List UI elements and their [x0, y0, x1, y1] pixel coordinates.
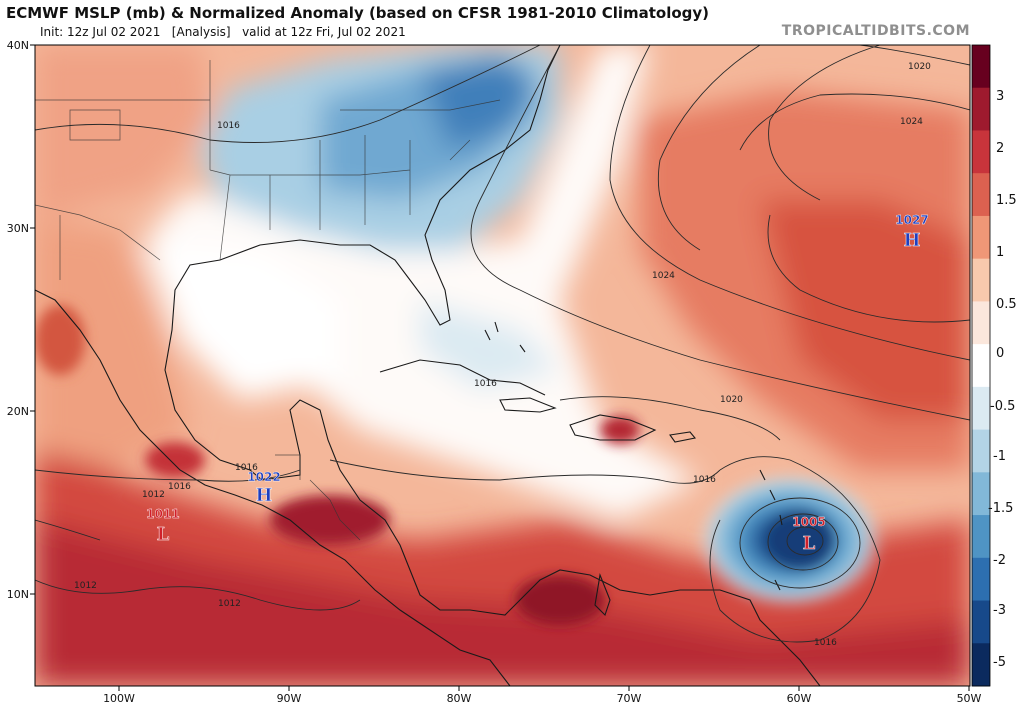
colorbar-segment: [972, 87, 990, 131]
colorbar-tick-labels: 3 2 1.5 1 0.5 0 -0.5 -1 -1.5 -2 -3 -5: [988, 89, 1017, 670]
isobar-label: 1024: [900, 117, 923, 127]
isobar-label: 1012: [218, 599, 241, 609]
colorbar-segment: [972, 557, 990, 602]
colorbar-segment: [972, 643, 990, 687]
lat-tick-label: 30N: [7, 222, 29, 235]
colorbar-tick-label: -3: [993, 603, 1006, 618]
init-time: Init: 12z Jul 02 2021: [40, 25, 161, 39]
colorbar-segment: [972, 344, 990, 388]
valid-time: valid at 12z Fri, Jul 02 2021: [242, 25, 406, 39]
isobar-label: 1012: [142, 490, 165, 500]
coastlines: [35, 45, 821, 686]
isobar-label: 1012: [74, 581, 97, 591]
map-subtitle: Init: 12z Jul 02 2021 [Analysis] valid a…: [40, 25, 406, 39]
lon-tick-label: 80W: [447, 692, 472, 705]
colorbar-segment: [972, 515, 990, 559]
colorbar-segment: [972, 130, 990, 174]
isobar-label: 1024: [652, 271, 675, 281]
colorbar-tick-label: 3: [996, 89, 1004, 104]
lon-tick-label: 100W: [103, 692, 135, 705]
colorbar-tick-label: 2: [996, 141, 1004, 156]
lat-tick-label: 10N: [7, 588, 29, 601]
map-title: ECMWF MSLP (mb) & Normalized Anomaly (ba…: [6, 4, 710, 22]
analysis-tag: [Analysis]: [171, 25, 231, 39]
colorbar-segment: [972, 429, 990, 473]
colorbar-segment: [972, 600, 990, 644]
isobar-label: 1016: [693, 475, 716, 485]
colorbar-tick-label: -2: [993, 553, 1006, 568]
colorbar-tick-label: 0: [996, 346, 1004, 361]
colorbar-segment: [972, 258, 990, 302]
colorbar-tick-label: 0.5: [996, 297, 1017, 312]
isobar-label: 1016: [217, 121, 240, 131]
isobar-label: 1016: [235, 463, 258, 473]
lon-tick-label: 70W: [617, 692, 642, 705]
anomaly-field: [35, 45, 970, 686]
low-center-value: 1011: [146, 507, 179, 521]
isobar-label: 1016: [168, 482, 191, 492]
isobar-labels: 1020 1024 1016 1024 1016 1020 1016 1016 …: [74, 62, 931, 648]
colorbar-tick-label: -1.5: [988, 501, 1013, 516]
colorbar-segment: [972, 301, 990, 345]
isobar-label: 1016: [814, 638, 837, 648]
axis-ticks: [30, 44, 970, 691]
plot-frame: [34, 44, 971, 687]
pressure-centers: 1027 H 1022 H 1011 L 1005 L: [146, 213, 929, 554]
isobar-label: 1020: [908, 62, 931, 72]
colorbar-segment: [972, 173, 990, 217]
lat-tick-labels: 40N 30N 20N 10N: [7, 39, 29, 601]
colorbar-tick-label: 1.5: [996, 193, 1017, 208]
colorbar-tick-label: -1: [993, 449, 1006, 464]
colorbar-frame: [971, 44, 991, 687]
lon-tick-labels: 100W 90W 80W 70W 60W 50W: [103, 692, 981, 705]
colorbar-segment: [972, 472, 990, 516]
isobars: [35, 45, 970, 643]
colorbar-tick-label: 1: [996, 245, 1004, 260]
colorbar-segment: [972, 386, 990, 431]
low-center-letter: L: [157, 524, 170, 545]
isobar-label: 1020: [720, 395, 743, 405]
colorbar-tick-label: -5: [993, 655, 1006, 670]
high-center-value: 1022: [247, 470, 280, 484]
low-center-value: 1005: [792, 515, 825, 529]
lat-tick-label: 40N: [7, 39, 29, 52]
high-center-letter: H: [903, 230, 920, 251]
lon-tick-label: 50W: [957, 692, 982, 705]
high-center-value: 1027: [895, 213, 928, 227]
lon-tick-label: 60W: [787, 692, 812, 705]
lat-tick-label: 20N: [7, 405, 29, 418]
isobar-label: 1016: [474, 379, 497, 389]
borders: [35, 60, 501, 541]
brand-watermark: TROPICALTIDBITS.COM: [781, 23, 970, 39]
lon-tick-label: 90W: [277, 692, 302, 705]
colorbar-tick-label: -0.5: [990, 399, 1015, 414]
colorbar: [971, 44, 991, 687]
colorbar-segment: [972, 45, 990, 89]
high-center-letter: H: [255, 485, 272, 506]
colorbar-segment: [972, 215, 990, 260]
low-center-letter: L: [803, 533, 816, 554]
